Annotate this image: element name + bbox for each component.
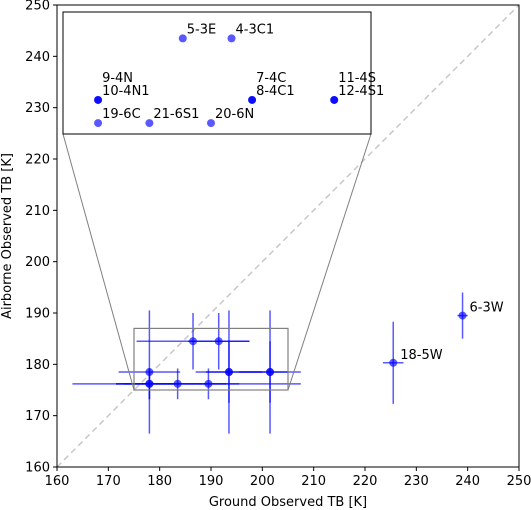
point-label: 6-3W [470,301,504,316]
x-tick-label: 210 [301,474,326,489]
inset-point-label: 9-4N [102,71,133,86]
y-tick-label: 200 [25,255,50,270]
inset-connector-right [287,133,372,391]
inset-data-point [94,95,103,104]
x-tick-label: 200 [250,474,275,489]
inset-point-label: 12-4S1 [338,84,384,99]
data-point [214,337,223,346]
x-tick-label: 170 [96,474,121,489]
y-tick-label: 170 [25,409,50,424]
x-tick-label: 230 [404,474,429,489]
data-point [145,379,154,388]
inset-point-label: 20-6N [215,107,254,122]
x-tick-label: 190 [199,474,224,489]
inset-point-label: 8-4C1 [256,84,295,99]
point-label: 18-5W [400,348,443,363]
zoom-region-box [133,327,289,391]
data-point [173,379,182,388]
y-tick-label: 250 [25,0,50,14]
x-tick-label: 240 [455,474,480,489]
inset-data-point [207,119,215,128]
y-axis-label: Airborne Observed TB [K] [0,153,15,319]
inset-data-point [178,34,187,43]
inset-point-label: 7-4C [256,71,286,86]
inset-point-label: 11-4S [338,71,376,86]
y-tick-label: 180 [25,358,50,373]
data-point [458,311,467,320]
x-axis-label: Ground Observed TB [K] [209,495,367,510]
y-tick-label: 190 [25,307,50,322]
x-tick-label: 160 [45,474,70,489]
inset-data-point [94,119,103,128]
inset-data-point [145,119,154,128]
inset-data-point [330,95,339,104]
inset-point-label: 10-4N1 [102,84,150,99]
x-tick-label: 180 [147,474,172,489]
inset-panel [62,11,372,135]
inset-point-label: 5-3E [187,22,216,37]
inset-point-label: 19-6C [102,107,141,122]
y-tick-label: 210 [25,204,50,219]
data-point [389,358,398,367]
inset-data-point [248,95,257,104]
data-point [189,337,198,346]
y-tick-label: 160 [25,461,50,476]
one-to-one-line [56,4,520,468]
inset-connector-left [62,133,135,391]
data-point [266,368,275,377]
x-tick-label: 220 [353,474,378,489]
inset-data-point [227,34,236,43]
data-point [145,368,154,377]
y-tick-label: 240 [25,50,50,65]
plot-frame [56,4,520,468]
y-tick-label: 230 [25,101,50,116]
y-tick-label: 220 [25,153,50,168]
data-point [224,368,233,377]
x-tick-label: 250 [507,474,531,489]
inset-point-label: 21-6S1 [153,107,199,122]
inset-point-label: 4-3C1 [236,22,275,37]
data-point [204,379,213,388]
